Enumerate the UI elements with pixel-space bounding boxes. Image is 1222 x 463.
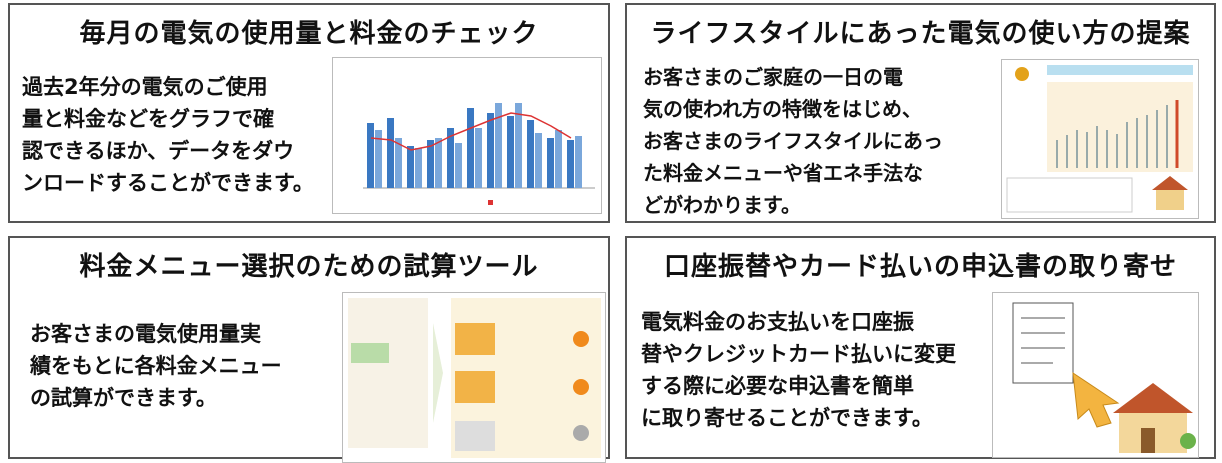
text-line: 電気料金のお支払いを口座振: [641, 306, 956, 338]
panel: 料金メニュー選択のための試算ツール お客さまの電気使用量実績をもとに各料金メニュ…: [8, 236, 610, 459]
text-line: に取り寄せることができます。: [641, 402, 956, 434]
panel-title: 毎月の電気の使用量と料金のチェック: [10, 13, 608, 50]
text-line: の試算ができます。: [30, 382, 282, 414]
text-line: 替やクレジットカード払いに変更: [641, 338, 956, 370]
text-line: た料金メニューや省エネ手法な: [643, 157, 943, 189]
text-line: する際に必要な申込書を簡単: [641, 370, 956, 402]
text-line: お客さまの電気使用量実: [30, 318, 282, 350]
page: 毎月の電気の使用量と料金のチェック 過去2年分の電気のご使用量と料金などをグラフ…: [0, 0, 1222, 459]
usage-chart-thumbnail: [332, 57, 602, 214]
panel-text: お客さまの電気使用量実績をもとに各料金メニューの試算ができます。: [30, 318, 282, 414]
panel: 毎月の電気の使用量と料金のチェック 過去2年分の電気のご使用量と料金などをグラフ…: [8, 3, 610, 223]
panel-text: 電気料金のお支払いを口座振替やクレジットカード払いに変更する際に必要な申込書を簡…: [641, 306, 956, 434]
panel-text: お客さまのご家庭の一日の電気の使われ方の特徴をはじめ、お客さまのライフスタイルに…: [643, 61, 943, 221]
panel-title: 料金メニュー選択のための試算ツール: [10, 246, 608, 283]
text-line: 績をもとに各料金メニュー: [30, 350, 282, 382]
text-line: 認できるほか、データをダウ: [22, 135, 314, 167]
panel: ライフスタイルにあった電気の使い方の提案 お客さまのご家庭の一日の電気の使われ方…: [625, 3, 1216, 223]
text-line: ンロードすることができます。: [22, 167, 314, 199]
text-line: 気の使われ方の特徴をはじめ、: [643, 93, 943, 125]
panel-text: 過去2年分の電気のご使用量と料金などをグラフで確認できるほか、データをダウンロー…: [22, 71, 314, 199]
text-line: お客さまのご家庭の一日の電: [643, 61, 943, 93]
panel: 口座振替やカード払いの申込書の取り寄せ 電気料金のお支払いを口座振替やクレジット…: [625, 236, 1216, 459]
panel-title: ライフスタイルにあった電気の使い方の提案: [627, 13, 1214, 50]
form-thumbnail: [992, 292, 1199, 458]
panel-title: 口座振替やカード払いの申込書の取り寄せ: [627, 246, 1214, 283]
text-line: どがわかります。: [643, 189, 943, 221]
lifestyle-thumbnail: [1001, 59, 1199, 219]
simulator-thumbnail: [342, 292, 606, 463]
text-line: 量と料金などをグラフで確: [22, 103, 314, 135]
text-line: お客さまのライフスタイルにあっ: [643, 125, 943, 157]
text-line: 過去2年分の電気のご使用: [22, 71, 314, 103]
